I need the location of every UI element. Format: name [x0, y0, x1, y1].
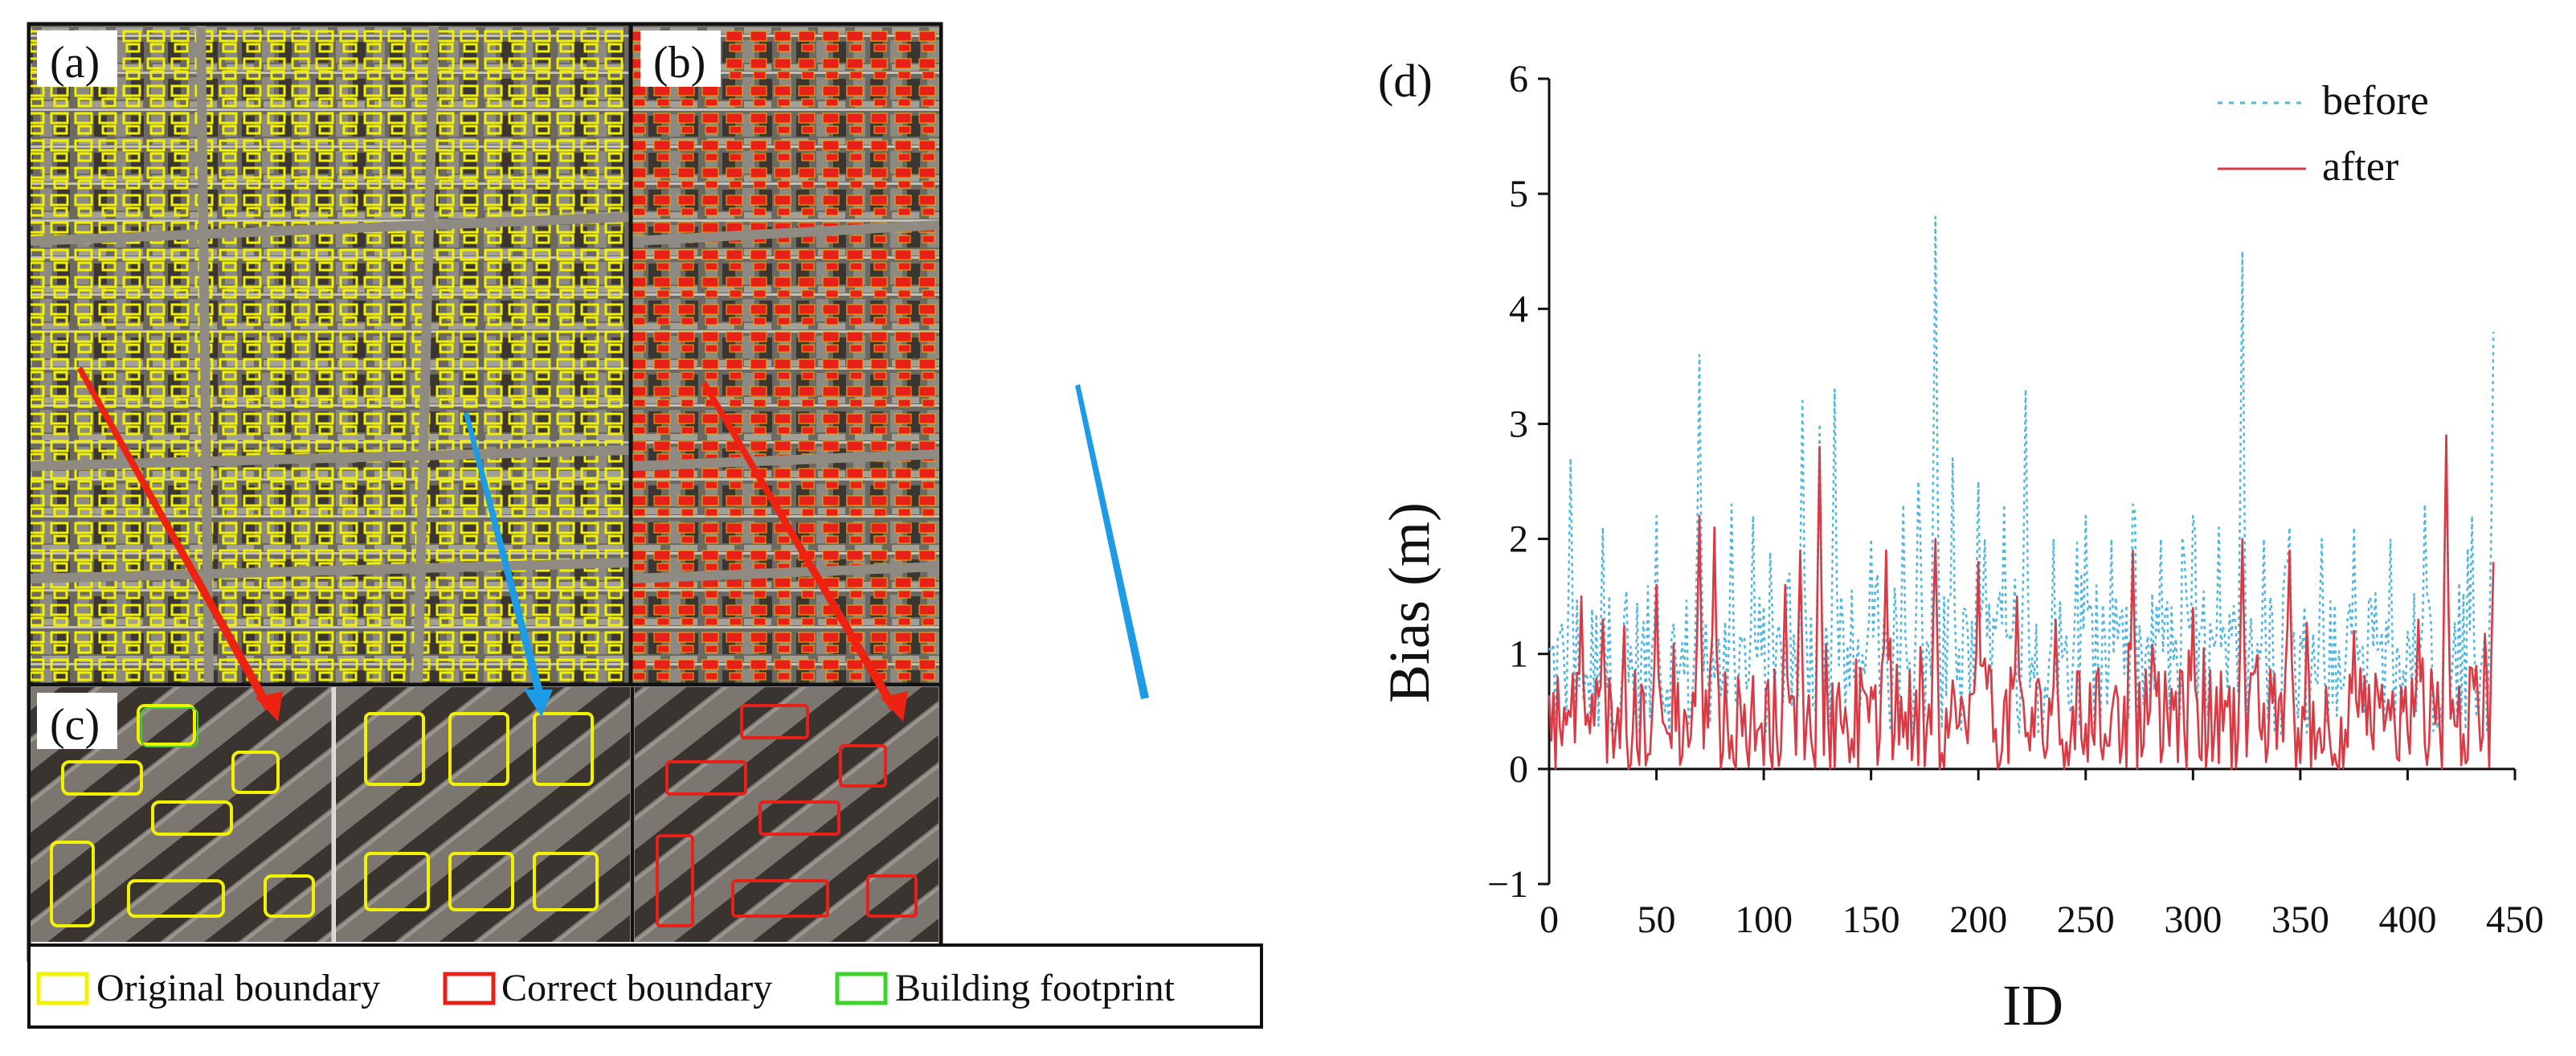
panel-label-d-text: (d)	[1378, 55, 1433, 107]
series-line-before	[1548, 215, 2495, 735]
panel-label-c: (c)	[37, 693, 117, 750]
legend-footprint: Building footprint	[835, 967, 1176, 1009]
x-tick-label: 100	[1735, 898, 1793, 941]
x-tick-label: 350	[2271, 898, 2329, 941]
panel-a-image	[30, 25, 630, 684]
x-tick-label: 450	[2486, 898, 2544, 941]
footprints-correct	[656, 704, 918, 927]
legend-correct-swatch	[443, 972, 496, 1005]
panel-label-b-text: (b)	[653, 38, 705, 88]
panel-label-a: (a)	[37, 31, 117, 88]
panel-c-images	[31, 687, 938, 942]
legend-original-swatch	[36, 972, 89, 1005]
y-tick-label: 2	[1509, 518, 1528, 561]
x-tick-label: 200	[1949, 898, 2007, 941]
panel-b-image	[632, 26, 940, 683]
chart-legend: before after	[2218, 78, 2429, 190]
y-tick-label: 6	[1509, 58, 1528, 100]
panel-label-c-text: (c)	[50, 700, 100, 750]
x-tick-label: 300	[2164, 898, 2222, 941]
series-after	[1548, 434, 2495, 771]
panel-label-b: (b)	[640, 31, 721, 88]
legend-correct-label: Correct boundary	[501, 967, 772, 1009]
y-tick-label: 4	[1509, 288, 1528, 330]
arrows	[77, 366, 1149, 722]
x-tick-label: 150	[1842, 898, 1900, 941]
chart-axes: −1 0 1 2 3 4 5 6 0 50 100 150 200 250 300 350 400 450	[1487, 58, 2544, 941]
series-line-after	[1548, 434, 2495, 771]
x-axis-label: ID	[2002, 973, 2063, 1038]
legend-footprint-swatch	[835, 972, 888, 1005]
legend-correct: Correct boundary	[443, 967, 772, 1009]
chart-d: (d) −1 0 1 2 3 4 5 6 0 50 100 150 200 250 300 350 400 450…	[1377, 55, 2544, 1038]
legend-original-label: Original boundary	[96, 967, 380, 1009]
y-tick-label: 5	[1509, 173, 1528, 215]
y-tick-label: 1	[1509, 633, 1528, 676]
y-tick-label: 0	[1509, 748, 1528, 791]
legend-before-label: before	[2322, 78, 2429, 124]
footprints-original	[50, 704, 599, 927]
series-before	[1548, 215, 2495, 735]
x-tick-label: 250	[2057, 898, 2115, 941]
legend-footprint-label: Building footprint	[895, 967, 1176, 1009]
image-panels: (a) (b) (c)	[27, 22, 1149, 962]
legend-original: Original boundary	[36, 967, 380, 1009]
y-tick-label: 3	[1509, 403, 1528, 445]
y-tick-label: −1	[1487, 863, 1528, 906]
panel-label-a-text: (a)	[50, 38, 100, 88]
legend-after-label: after	[2322, 144, 2398, 190]
y-axis-label: Bias (m)	[1377, 502, 1441, 703]
boundary-legend: Original boundary Correct boundary Build…	[27, 943, 1263, 1029]
x-tick-label: 0	[1539, 898, 1559, 941]
x-tick-label: 50	[1638, 898, 1676, 941]
x-tick-label: 400	[2378, 898, 2436, 941]
